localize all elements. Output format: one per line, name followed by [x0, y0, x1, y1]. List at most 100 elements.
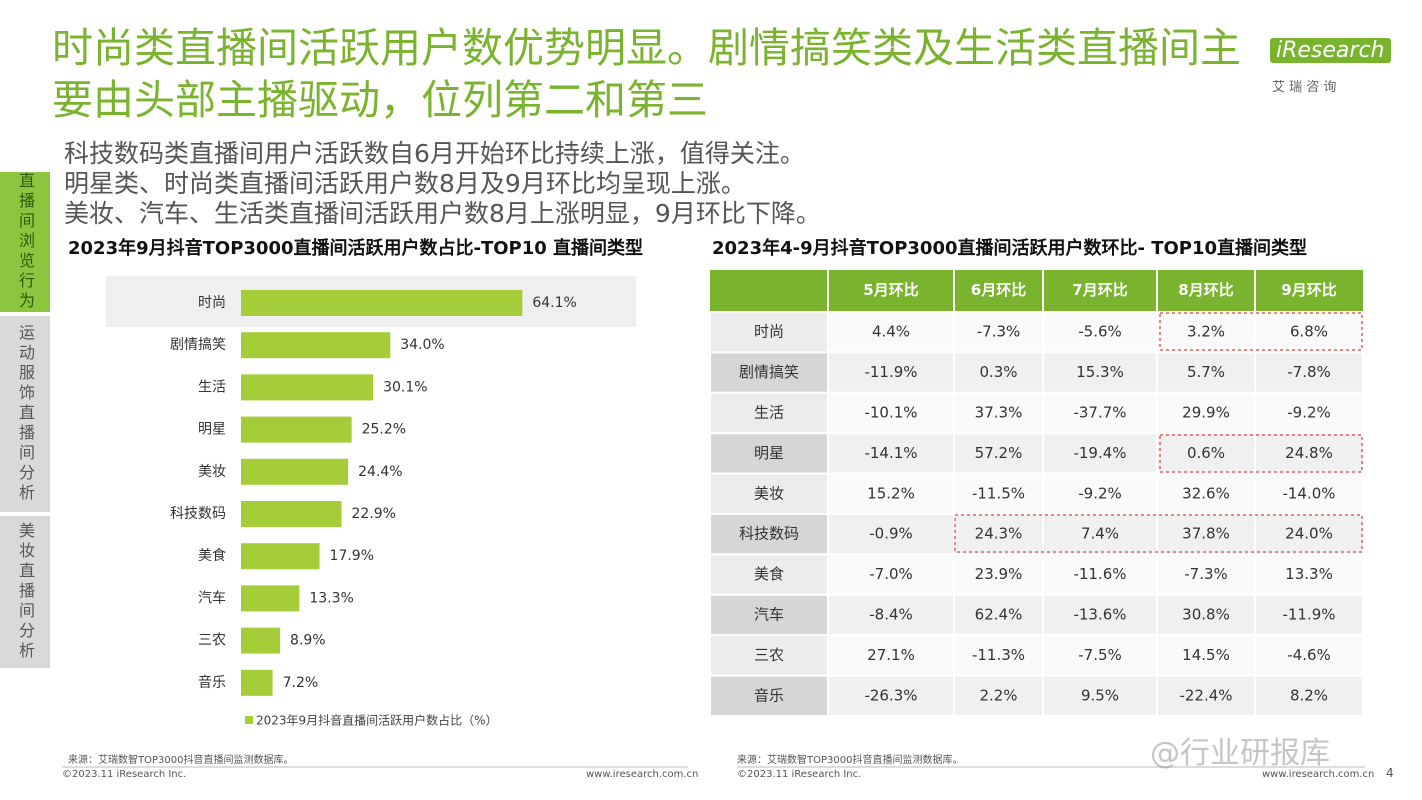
cell-value: -5.6%	[1078, 323, 1122, 341]
legend-label: 2023年9月抖音直播间活跃用户数占比（%）	[256, 713, 498, 728]
cell	[953, 634, 1044, 677]
value-label: 17.9%	[330, 548, 374, 564]
category-label: 科技数码	[170, 506, 226, 522]
cell-value: 27.1%	[867, 646, 915, 664]
cell-value: -9.2%	[1078, 484, 1122, 502]
cell	[953, 674, 1044, 717]
value-label: 8.9%	[290, 633, 326, 649]
watermark: @行业研报库	[1150, 736, 1330, 771]
cell-value: 37.3%	[975, 404, 1023, 422]
column-header: 5月环比	[863, 281, 918, 299]
row-label: 汽车	[754, 606, 784, 624]
cell	[1254, 674, 1364, 717]
category-label: 音乐	[198, 674, 226, 691]
cell-value: -19.4%	[1073, 444, 1126, 462]
cell-value: -37.7%	[1073, 404, 1126, 422]
row-label: 时尚	[754, 323, 784, 341]
sidebar-label: 美妆直播间分析	[16, 522, 35, 662]
cell	[827, 553, 955, 596]
cell	[1156, 432, 1256, 475]
url: www.iresearch.com.cn	[586, 769, 699, 780]
cell-value: 2.2%	[979, 686, 1017, 704]
copyright: ©2023.11 iResearch Inc.	[62, 769, 187, 780]
row-label: 明星	[754, 444, 784, 462]
sidebar-tab[interactable]: 运动服饰直播间分析	[0, 316, 50, 512]
cell	[1156, 593, 1256, 637]
cell	[1254, 553, 1364, 596]
cell	[953, 472, 1044, 516]
cell	[1042, 634, 1158, 677]
cell	[1254, 311, 1364, 354]
cell	[1156, 553, 1256, 596]
value-label: 13.3%	[309, 590, 353, 606]
sidebar-tab[interactable]: 美妆直播间分析	[0, 516, 50, 668]
cell-value: -11.5%	[972, 484, 1025, 502]
cell-value: -11.6%	[1073, 565, 1126, 583]
cell-value: -14.1%	[864, 444, 917, 462]
cell-value: 24.3%	[975, 525, 1023, 543]
cell-value: -11.3%	[972, 646, 1025, 664]
chart-title: 2023年9月抖音TOP3000直播间活跃用户数占比-TOP10 直播间类型	[68, 238, 644, 259]
category-label: 明星	[198, 422, 226, 438]
cell	[1254, 634, 1364, 677]
value-label: 30.1%	[383, 379, 427, 395]
cell-value: -7.3%	[1184, 565, 1228, 583]
cell-value: -9.2%	[1287, 404, 1331, 422]
category-label: 美食	[198, 547, 226, 564]
sidebar-label: 直播间浏览行为	[16, 172, 35, 312]
category-label: 时尚	[198, 295, 226, 311]
cell-value: 57.2%	[975, 444, 1023, 462]
cell-value: 9.5%	[1081, 686, 1119, 704]
cell	[1042, 391, 1158, 435]
cell	[1156, 391, 1256, 435]
cell-value: -10.1%	[864, 404, 917, 422]
bullet: 美妆、汽车、生活类直播间活跃用户数8月上涨明显，9月环比下降。	[64, 199, 821, 228]
sidebar-tab[interactable]: 直播间浏览行为	[0, 172, 50, 312]
category-label: 剧情搞笑	[170, 337, 226, 353]
cell-value: 8.2%	[1290, 686, 1328, 704]
bar	[241, 585, 300, 612]
row-label: 科技数码	[739, 525, 799, 543]
logo: iResearch	[1270, 38, 1391, 63]
value-label: 64.1%	[532, 295, 576, 311]
bar	[241, 627, 281, 654]
cell	[827, 311, 955, 354]
row-label-cell	[709, 351, 829, 394]
logo-sub: 艾 瑞 咨 询	[1272, 80, 1337, 95]
source: 来源：艾瑞数智TOP3000抖音直播间监测数据库。	[68, 755, 294, 766]
cell-value: -8.4%	[869, 606, 913, 624]
cell-value: 62.4%	[975, 606, 1023, 624]
cell-value: 13.3%	[1285, 565, 1333, 583]
column-header: 6月环比	[971, 281, 1026, 299]
url: www.iresearch.com.cn	[1262, 769, 1375, 780]
cell-value: 37.8%	[1182, 525, 1230, 543]
bar	[241, 332, 391, 359]
cell	[827, 593, 955, 637]
bar	[241, 458, 349, 485]
category-label: 美妆	[198, 464, 226, 480]
row-label: 三农	[754, 646, 784, 664]
cell-value: -14.0%	[1282, 484, 1335, 502]
column-header: 9月环比	[1281, 281, 1336, 299]
cell	[1042, 593, 1158, 637]
row-label: 剧情搞笑	[739, 363, 799, 381]
bar	[241, 501, 342, 527]
cell-value: -7.0%	[869, 565, 913, 583]
row-label-cell	[709, 674, 829, 717]
value-label: 7.2%	[283, 675, 319, 691]
value-label: 24.4%	[358, 464, 402, 480]
cell-value: 24.0%	[1285, 525, 1333, 543]
row-label-cell	[709, 472, 829, 516]
cell-value: 4.4%	[872, 323, 910, 341]
row-label: 音乐	[754, 686, 784, 704]
page-title: 时尚类直播间活跃用户数优势明显。剧情搞笑类及生活类直播间主要由头部主播驱动，位列…	[52, 24, 1241, 124]
table-title: 2023年4-9月抖音TOP3000直播间活跃用户数环比- TOP10直播间类型	[712, 238, 1308, 259]
cell-value: -13.6%	[1073, 606, 1126, 624]
cell	[1156, 674, 1256, 717]
cell-value: 29.9%	[1182, 404, 1230, 422]
column-header: 7月环比	[1072, 281, 1127, 299]
source: 来源：艾瑞数智TOP3000抖音直播间监测数据库。	[737, 755, 963, 766]
